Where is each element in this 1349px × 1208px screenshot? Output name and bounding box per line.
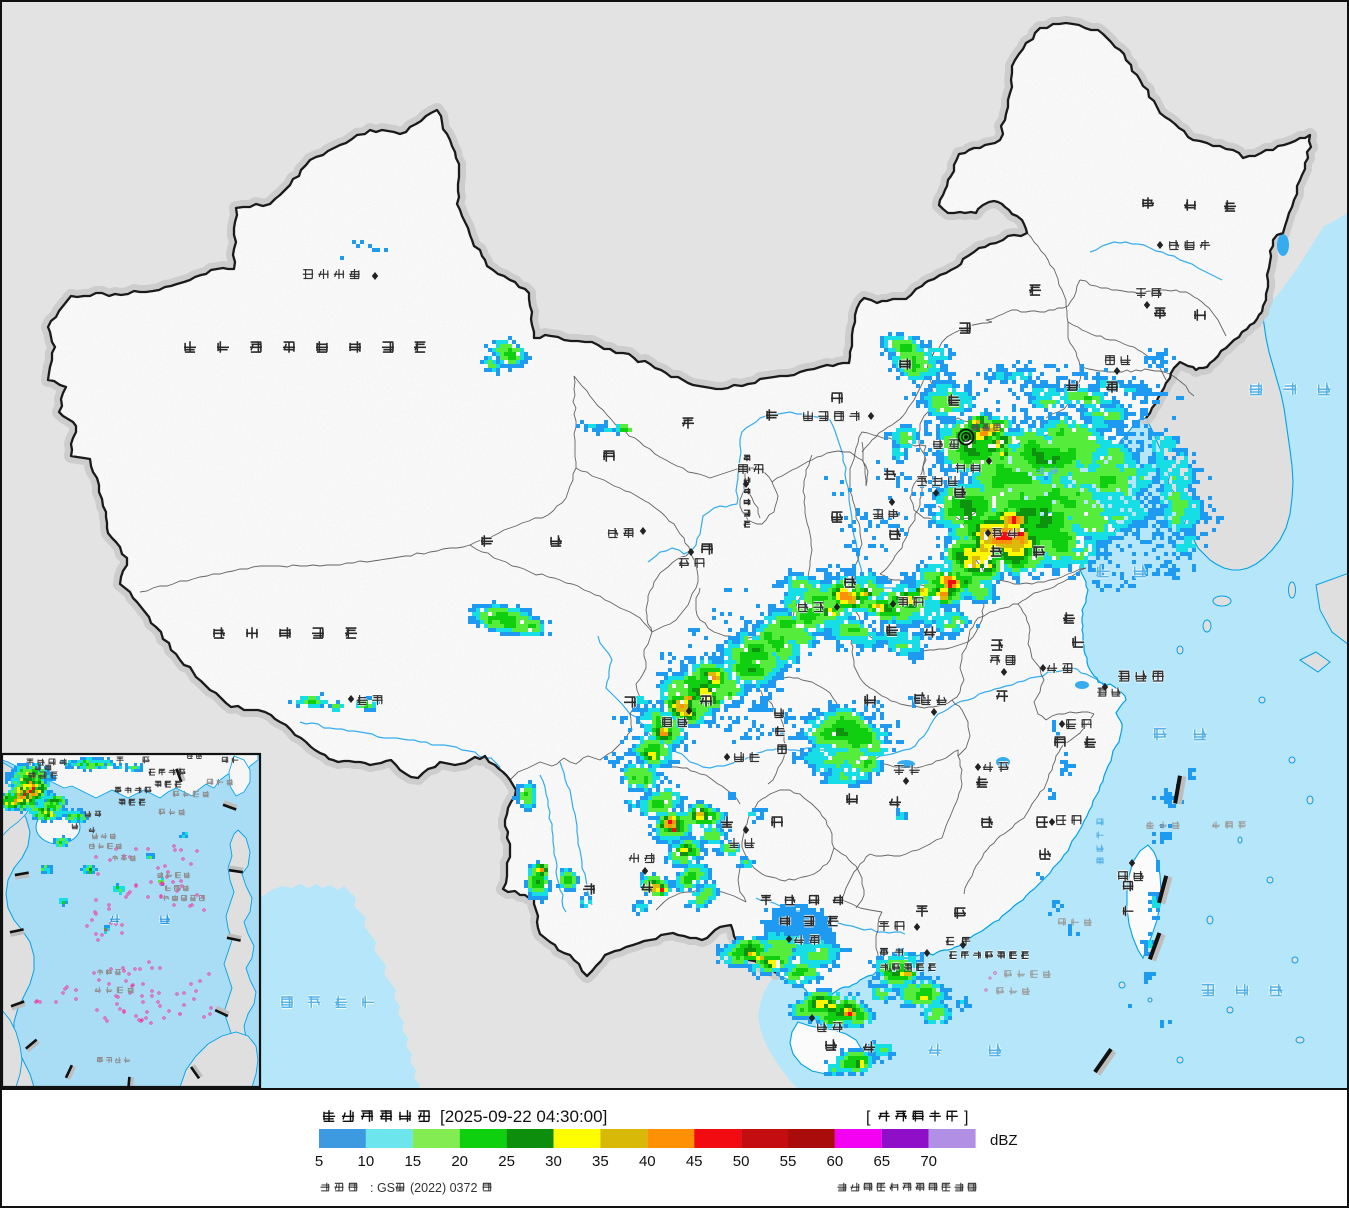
svg-text:(2022) 0372: (2022) 0372: [410, 1181, 477, 1195]
svg-text:5: 5: [315, 1153, 323, 1170]
svg-text:: GS: : GS: [370, 1181, 395, 1195]
svg-text:]: ]: [964, 1109, 968, 1126]
svg-text:[: [: [866, 1109, 871, 1126]
svg-text:35: 35: [592, 1153, 609, 1170]
svg-text:10: 10: [358, 1153, 375, 1170]
svg-text:25: 25: [498, 1153, 515, 1170]
svg-text:70: 70: [920, 1153, 937, 1170]
svg-text:15: 15: [404, 1153, 421, 1170]
svg-text:50: 50: [733, 1153, 750, 1170]
svg-text:40: 40: [639, 1153, 656, 1170]
svg-text:55: 55: [780, 1153, 797, 1170]
svg-text:45: 45: [686, 1153, 703, 1170]
svg-text:20: 20: [451, 1153, 468, 1170]
svg-text:[2025-09-22 04:30:00]: [2025-09-22 04:30:00]: [440, 1107, 607, 1126]
svg-text:65: 65: [873, 1153, 890, 1170]
svg-text:dBZ: dBZ: [990, 1132, 1018, 1149]
svg-text:60: 60: [827, 1153, 844, 1170]
svg-text:30: 30: [545, 1153, 562, 1170]
